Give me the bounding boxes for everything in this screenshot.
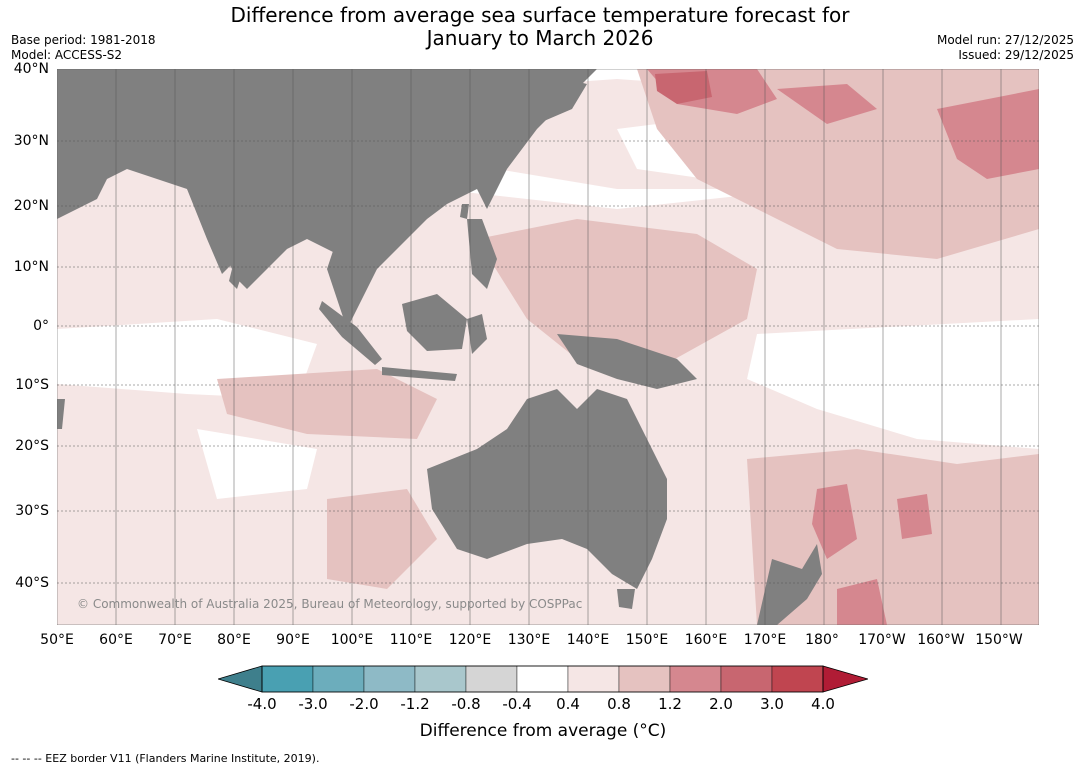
- lat-label: 10°S: [15, 377, 49, 393]
- colorbar-tick: -3.0: [298, 695, 328, 713]
- lat-label: 40°N: [13, 61, 49, 77]
- lon-label: 100°E: [330, 632, 374, 648]
- run-info: Model run: 27/12/2025 Issued: 29/12/2025: [937, 33, 1074, 63]
- colorbar-tick: 2.0: [709, 695, 733, 713]
- lat-label: 30°N: [13, 133, 49, 149]
- colorbar-segment: [261, 665, 314, 693]
- lon-label: 80°E: [217, 632, 251, 648]
- model-run-date: Model run: 27/12/2025: [936, 33, 1074, 47]
- copyright-notice: © Commonwealth of Australia 2025, Bureau…: [77, 597, 583, 611]
- anomaly-region: [937, 89, 1039, 179]
- lon-label: 150°E: [625, 632, 669, 648]
- base-period: Base period: 1981-2018: [11, 33, 156, 47]
- colorbar-segment: [771, 665, 824, 693]
- lon-label: 90°E: [276, 632, 310, 648]
- india: [187, 189, 267, 274]
- anomaly-region: [477, 219, 757, 369]
- anomaly-region: [837, 579, 887, 625]
- lat-label: 30°S: [15, 503, 49, 519]
- title-line-2: January to March 2026: [426, 26, 654, 50]
- lon-label: 160°E: [684, 632, 728, 648]
- new-guinea: [557, 334, 697, 389]
- colorbar-tick: -0.4: [502, 695, 532, 713]
- colorbar-segment-arrow-low: [218, 666, 262, 692]
- colorbar-tick: -4.0: [247, 695, 277, 713]
- colorbar-segment: [312, 665, 365, 693]
- borneo: [402, 294, 467, 351]
- colorbar: [218, 665, 868, 693]
- lon-label: 170°E: [743, 632, 787, 648]
- lon-label: 70°E: [158, 632, 192, 648]
- lon-label: 130°E: [507, 632, 551, 648]
- new-zealand: [757, 544, 822, 625]
- colorbar-segment: [669, 665, 722, 693]
- colorbar-segment: [618, 665, 671, 693]
- australia: [427, 389, 667, 589]
- colorbar-tick: 0.4: [556, 695, 580, 713]
- anomaly-region: [747, 319, 1039, 449]
- lon-label: 150°W: [975, 632, 1023, 648]
- map-gridlines: [57, 69, 1039, 625]
- lat-label: 20°S: [15, 438, 49, 454]
- lat-label: 10°N: [13, 259, 49, 275]
- colorbar-segments: [218, 665, 868, 693]
- lon-label: 60°E: [99, 632, 133, 648]
- colorbar-tick: 3.0: [760, 695, 784, 713]
- anomaly-region: [197, 429, 317, 499]
- anomaly-region: [637, 69, 1039, 259]
- lon-label: 50°E: [40, 632, 74, 648]
- lon-label: 170°W: [858, 632, 906, 648]
- chart-title: Difference from average sea surface temp…: [170, 4, 910, 50]
- anomaly-region: [655, 71, 712, 104]
- land-masses: [57, 69, 822, 625]
- anomaly-region: [217, 369, 437, 439]
- colorbar-tick: 4.0: [811, 695, 835, 713]
- anomaly-region: [812, 484, 857, 559]
- title-line-1: Difference from average sea surface temp…: [230, 3, 850, 27]
- asia-mainland: [57, 69, 597, 289]
- colorbar-tick: 1.2: [658, 695, 682, 713]
- anomaly-region: [897, 494, 932, 539]
- colorbar-tick: 0.8: [607, 695, 631, 713]
- sst-anomaly-map: [57, 69, 1039, 625]
- colorbar-segment: [363, 665, 416, 693]
- sumatra: [319, 301, 382, 365]
- colorbar-segment-arrow-high: [823, 666, 868, 692]
- issued-date: Issued: 29/12/2025: [958, 48, 1074, 62]
- lon-label: 120°E: [448, 632, 492, 648]
- colorbar-segment: [414, 665, 467, 693]
- madagascar: [57, 399, 65, 429]
- map-canvas: [57, 69, 1039, 625]
- philippines: [467, 219, 497, 289]
- colorbar-outline: [261, 665, 824, 693]
- colorbar-tick: -0.8: [451, 695, 481, 713]
- tasmania: [617, 589, 635, 609]
- lat-label: 0°: [33, 318, 49, 334]
- colorbar-tick: -2.0: [349, 695, 379, 713]
- lon-label: 160°W: [917, 632, 965, 648]
- java: [382, 367, 457, 381]
- colorbar-label: Difference from average (°C): [419, 721, 667, 741]
- lon-label: 110°E: [389, 632, 433, 648]
- colorbar-segment: [567, 665, 620, 693]
- colorbar-segment: [720, 665, 773, 693]
- lat-label: 20°N: [13, 198, 49, 214]
- lat-label: 40°S: [15, 575, 49, 591]
- anomaly-region: [777, 84, 877, 124]
- anomaly-region: [327, 489, 437, 589]
- model-info: Base period: 1981-2018 Model: ACCESS-S2: [11, 33, 156, 63]
- lon-label: 140°E: [566, 632, 610, 648]
- colorbar-tick: -1.2: [400, 695, 430, 713]
- colorbar-segment: [465, 665, 518, 693]
- taiwan: [460, 204, 469, 219]
- japan: [527, 79, 587, 124]
- model-name: Model: ACCESS-S2: [11, 48, 123, 62]
- footer-note: -- -- -- EEZ border V11 (Flanders Marine…: [11, 752, 320, 765]
- lon-label: 180°: [805, 632, 839, 648]
- sri-lanka: [229, 269, 242, 289]
- colorbar-segment: [516, 665, 569, 693]
- sulawesi: [467, 314, 487, 354]
- anomaly-higher-regions: [655, 71, 712, 104]
